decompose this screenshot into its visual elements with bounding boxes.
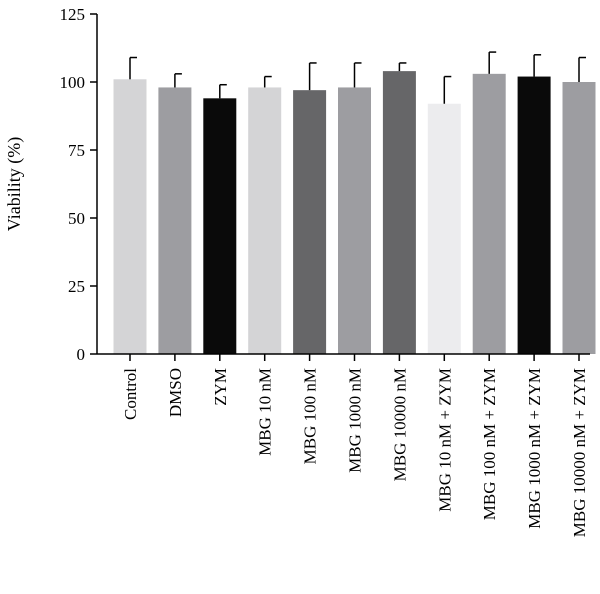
bar bbox=[517, 76, 551, 354]
bar bbox=[562, 82, 596, 354]
x-category-label: MBG 10 nM bbox=[256, 368, 275, 456]
y-tick-label: 100 bbox=[60, 73, 86, 92]
bar bbox=[382, 71, 416, 355]
bars-layer bbox=[113, 71, 596, 355]
bar bbox=[203, 98, 237, 354]
bar bbox=[113, 79, 147, 354]
x-category-label: DMSO bbox=[166, 368, 185, 417]
y-ticks-layer: 0 25 50 75 100 125 bbox=[60, 5, 97, 364]
x-category-label: MBG 10000 nM bbox=[390, 368, 409, 481]
x-category-label: Control bbox=[121, 368, 140, 420]
error-bars-layer bbox=[129, 51, 586, 104]
y-tick-label: 50 bbox=[68, 209, 85, 228]
x-category-label: MBG 1000 nM bbox=[346, 368, 365, 473]
bar bbox=[158, 87, 192, 354]
x-category-label: MBG 100 nM + ZYM bbox=[480, 368, 499, 520]
x-ticks-layer: Control DMSO ZYM MBG 10 nM MBG 100 nM MBG 100… bbox=[121, 354, 589, 537]
y-tick-label: 125 bbox=[60, 5, 86, 24]
bar bbox=[248, 87, 282, 354]
x-category-label: MBG 100 nM bbox=[301, 368, 320, 464]
x-category-label: MBG 10000 nM + ZYM bbox=[570, 368, 589, 537]
x-category-label: ZYM bbox=[211, 368, 230, 406]
bar bbox=[293, 90, 327, 354]
bar bbox=[338, 87, 371, 354]
y-tick-label: 25 bbox=[68, 277, 85, 296]
y-tick-label: 75 bbox=[68, 141, 85, 160]
axes-layer bbox=[96, 14, 590, 355]
y-tick-label: 0 bbox=[77, 345, 86, 364]
x-category-label: MBG 10 nM + ZYM bbox=[435, 368, 454, 512]
bar bbox=[427, 103, 461, 354]
x-category-label: MBG 1000 nM + ZYM bbox=[525, 368, 544, 529]
bar bbox=[472, 73, 506, 354]
y-axis-title: Viability (%) bbox=[4, 137, 25, 231]
